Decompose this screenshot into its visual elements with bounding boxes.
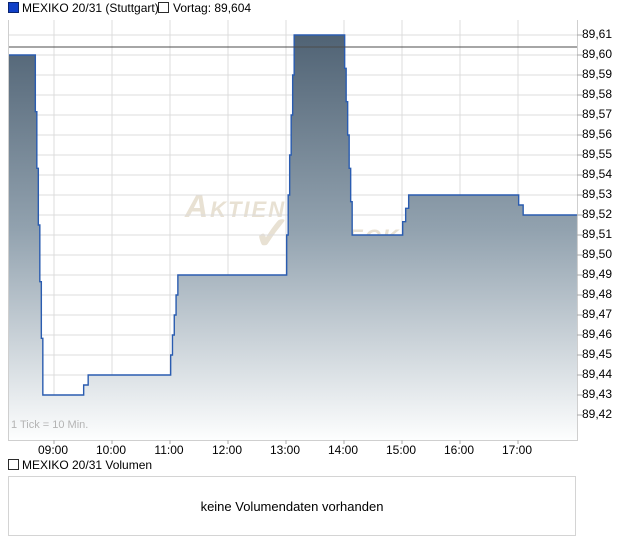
y-tick-label: 89,58 — [582, 87, 613, 101]
y-tick-label: 89,49 — [582, 267, 613, 281]
price-series-swatch-icon[interactable] — [8, 2, 19, 13]
price-plot-area: Aktien ✓ Check 1 Tick = 10 Min. — [8, 20, 582, 444]
y-tick-label: 89,53 — [582, 187, 613, 201]
y-tick-label: 89,56 — [582, 127, 613, 141]
x-tick-label: 12:00 — [211, 443, 243, 457]
y-tick-label: 89,45 — [582, 347, 613, 361]
price-area-fill — [9, 35, 577, 440]
y-tick-label: 89,42 — [582, 407, 613, 421]
y-tick-label: 89,50 — [582, 247, 613, 261]
x-tick-label: 17:00 — [501, 443, 533, 457]
x-tick-label: 09:00 — [37, 443, 69, 457]
y-tick-label: 89,47 — [582, 307, 613, 321]
x-tick-label: 11:00 — [154, 443, 184, 457]
tick-resolution-note: 1 Tick = 10 Min. — [11, 419, 89, 431]
y-tick-label: 89,57 — [582, 107, 613, 121]
y-tick-label: 89,48 — [582, 287, 613, 301]
price-series-label: MEXIKO 20/31 (Stuttgart) — [22, 1, 159, 15]
chart-legend: MEXIKO 20/31 (Stuttgart) Vortag: 89,604 — [0, 0, 620, 16]
x-tick-label: 10:00 — [95, 443, 127, 457]
y-tick-label: 89,43 — [582, 387, 613, 401]
y-tick-label: 89,60 — [582, 47, 613, 61]
x-tick-label: 15:00 — [385, 443, 417, 457]
volume-empty-message: keine Volumendaten vorhanden — [200, 498, 384, 514]
y-tick-label: 89,52 — [582, 207, 613, 221]
y-tick-label: 89,61 — [582, 27, 613, 41]
y-tick-label: 89,55 — [582, 147, 613, 161]
volume-legend: MEXIKO 20/31 Volumen — [0, 457, 620, 473]
volume-checkbox[interactable] — [8, 459, 19, 470]
x-tick-label: 13:00 — [269, 443, 301, 457]
y-tick-label: 89,54 — [582, 167, 613, 181]
x-tick-label: 14:00 — [327, 443, 359, 457]
volume-panel: keine Volumendaten vorhanden — [8, 476, 576, 536]
price-step-line — [9, 34, 577, 396]
vortag-label: Vortag: 89,604 — [173, 1, 252, 15]
y-tick-label: 89,59 — [582, 67, 613, 81]
x-tick-label: 16:00 — [443, 443, 475, 457]
volume-series-label: MEXIKO 20/31 Volumen — [22, 458, 153, 472]
y-tick-label: 89,44 — [582, 367, 613, 381]
price-step-area-chart — [9, 20, 582, 444]
vortag-checkbox[interactable] — [158, 2, 169, 13]
y-tick-label: 89,51 — [582, 227, 613, 241]
y-tick-label: 89,46 — [582, 327, 613, 341]
